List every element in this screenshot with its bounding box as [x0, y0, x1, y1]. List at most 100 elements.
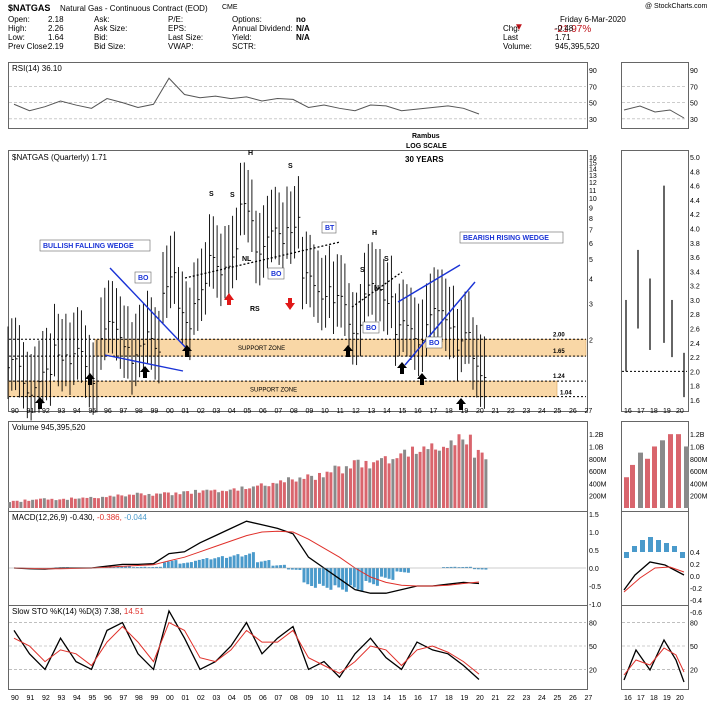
- macd-hist-bar: [232, 555, 236, 568]
- volume-bar: [194, 489, 197, 508]
- field-value: 2.19: [48, 42, 64, 51]
- side-price-tick: 3.8: [690, 241, 700, 248]
- macd-tick: 1.5: [589, 512, 599, 519]
- volume-bar: [360, 467, 364, 508]
- volume-bar: [372, 462, 376, 508]
- volume-bar: [387, 463, 391, 508]
- volume-bar: [120, 495, 124, 508]
- side-x-tick: 18: [650, 408, 658, 415]
- volume-bar: [163, 492, 166, 508]
- side-x-tick: 19: [663, 695, 671, 701]
- sto-label-prefix: Slow STO %K(14) %D(3) 7.38,: [12, 607, 122, 616]
- volume-bar: [271, 482, 275, 508]
- rsi-side-line: [623, 105, 685, 119]
- macd-hist-bar: [341, 568, 345, 590]
- macd-hist-bar: [256, 562, 259, 568]
- black-up-arrow-icon: [417, 373, 427, 385]
- volume-side-tick: 1.2B: [690, 432, 705, 439]
- volume-bar: [50, 498, 54, 508]
- volume-bar: [11, 500, 15, 508]
- volume-bar: [178, 494, 182, 508]
- head-label-2: H: [372, 230, 377, 237]
- sto-tick: 80: [589, 621, 597, 628]
- x-tick-bottom: 90: [11, 695, 19, 701]
- rsi-side-tick: 70: [690, 84, 698, 91]
- field-value: no: [296, 15, 306, 24]
- macd-hist-bar: [236, 554, 240, 568]
- side-price-tick: 5.0: [690, 155, 700, 162]
- price-tick: 3: [589, 302, 593, 309]
- macd-hist-bar: [368, 568, 372, 583]
- field-value: 945,395,520: [555, 42, 600, 51]
- volume-bar: [290, 479, 294, 508]
- field-label: VWAP:: [168, 42, 194, 51]
- field-value: -0.48: [555, 24, 574, 33]
- volume-bar: [395, 458, 399, 508]
- sto-d-line: [13, 621, 480, 675]
- x-tick-price: 92: [42, 408, 50, 415]
- x-tick-price: 94: [73, 408, 81, 415]
- credit: @ StockCharts.com: [645, 3, 708, 10]
- x-tick-bottom: 15: [399, 695, 407, 701]
- x-tick-bottom: 95: [89, 695, 97, 701]
- x-tick-bottom: 19: [461, 695, 469, 701]
- volume-bar: [329, 472, 333, 508]
- sto-side-d: [623, 647, 685, 676]
- macd-hist-bar: [251, 552, 255, 568]
- macd-hist-bar: [461, 567, 465, 568]
- level-label: 2.00: [553, 332, 565, 338]
- macd-hist-bar: [282, 564, 286, 568]
- bt-label-box: [321, 221, 337, 234]
- rsi-side-tick: 90: [690, 68, 698, 75]
- field-label: Chg:: [503, 24, 520, 33]
- x-tick-bottom: 13: [368, 695, 376, 701]
- volume-bar: [244, 489, 248, 508]
- x-tick-bottom: 08: [290, 695, 298, 701]
- x-tick-price: 95: [89, 408, 97, 415]
- volume-bar: [473, 457, 476, 508]
- volume-bar: [58, 499, 62, 508]
- macd-hist-bar: [127, 566, 131, 568]
- macd-hist-bar: [306, 568, 310, 585]
- volume-side-tick: 200M: [690, 494, 708, 501]
- macd-hist-bar: [248, 553, 252, 568]
- description: Natural Gas - Continuous Contract (EOD): [60, 4, 208, 13]
- macd-hist-bar: [112, 566, 116, 568]
- volume-bar: [430, 443, 434, 508]
- macd-label: MACD(12,26,9) -0.430, -0.386, -0.044: [12, 513, 147, 522]
- x-tick-price: 19: [461, 408, 469, 415]
- volume-bar: [170, 495, 174, 508]
- x-tick-bottom: 06: [259, 695, 267, 701]
- x-tick-bottom: 24: [538, 695, 546, 701]
- macd-hist-bar: [259, 561, 263, 568]
- sto-panel: [8, 605, 588, 690]
- macd-hist-bar: [163, 562, 166, 568]
- rsi-side-panel: [621, 62, 689, 129]
- macd-hist-bar: [360, 568, 364, 592]
- price-tick: 6: [589, 241, 593, 248]
- macd-hist-bar: [473, 568, 476, 570]
- sto-d-value: 14.51: [123, 607, 144, 616]
- change-percent: -21.97%: [554, 24, 592, 35]
- shoulder-label-1: S: [209, 191, 214, 198]
- bo-label-3-box: [362, 321, 380, 334]
- volume-bar: [104, 497, 108, 508]
- shoulder-label-5: S: [384, 256, 389, 263]
- volume-bar: [189, 493, 193, 508]
- macd-hist-bar: [166, 561, 170, 568]
- macd-hist-bar: [352, 568, 356, 588]
- bullish-wedge-label: BULLISH FALLING WEDGE: [43, 243, 134, 250]
- rsi-tick: 50: [589, 101, 597, 108]
- macd-hist-bar: [158, 566, 162, 568]
- side-price-tick: 1.8: [690, 384, 700, 391]
- volume-bar: [461, 439, 465, 508]
- field-value: 2.26: [48, 24, 64, 33]
- shoulder-label-3: S: [288, 163, 293, 170]
- volume-bar: [155, 493, 159, 508]
- bearish-wedge-lower: [404, 281, 476, 366]
- macd-side-hist: [648, 537, 653, 552]
- volume-bar: [453, 445, 457, 508]
- volume-bar: [151, 495, 155, 508]
- volume-bar: [62, 498, 66, 508]
- side-x-tick: 16: [624, 695, 632, 701]
